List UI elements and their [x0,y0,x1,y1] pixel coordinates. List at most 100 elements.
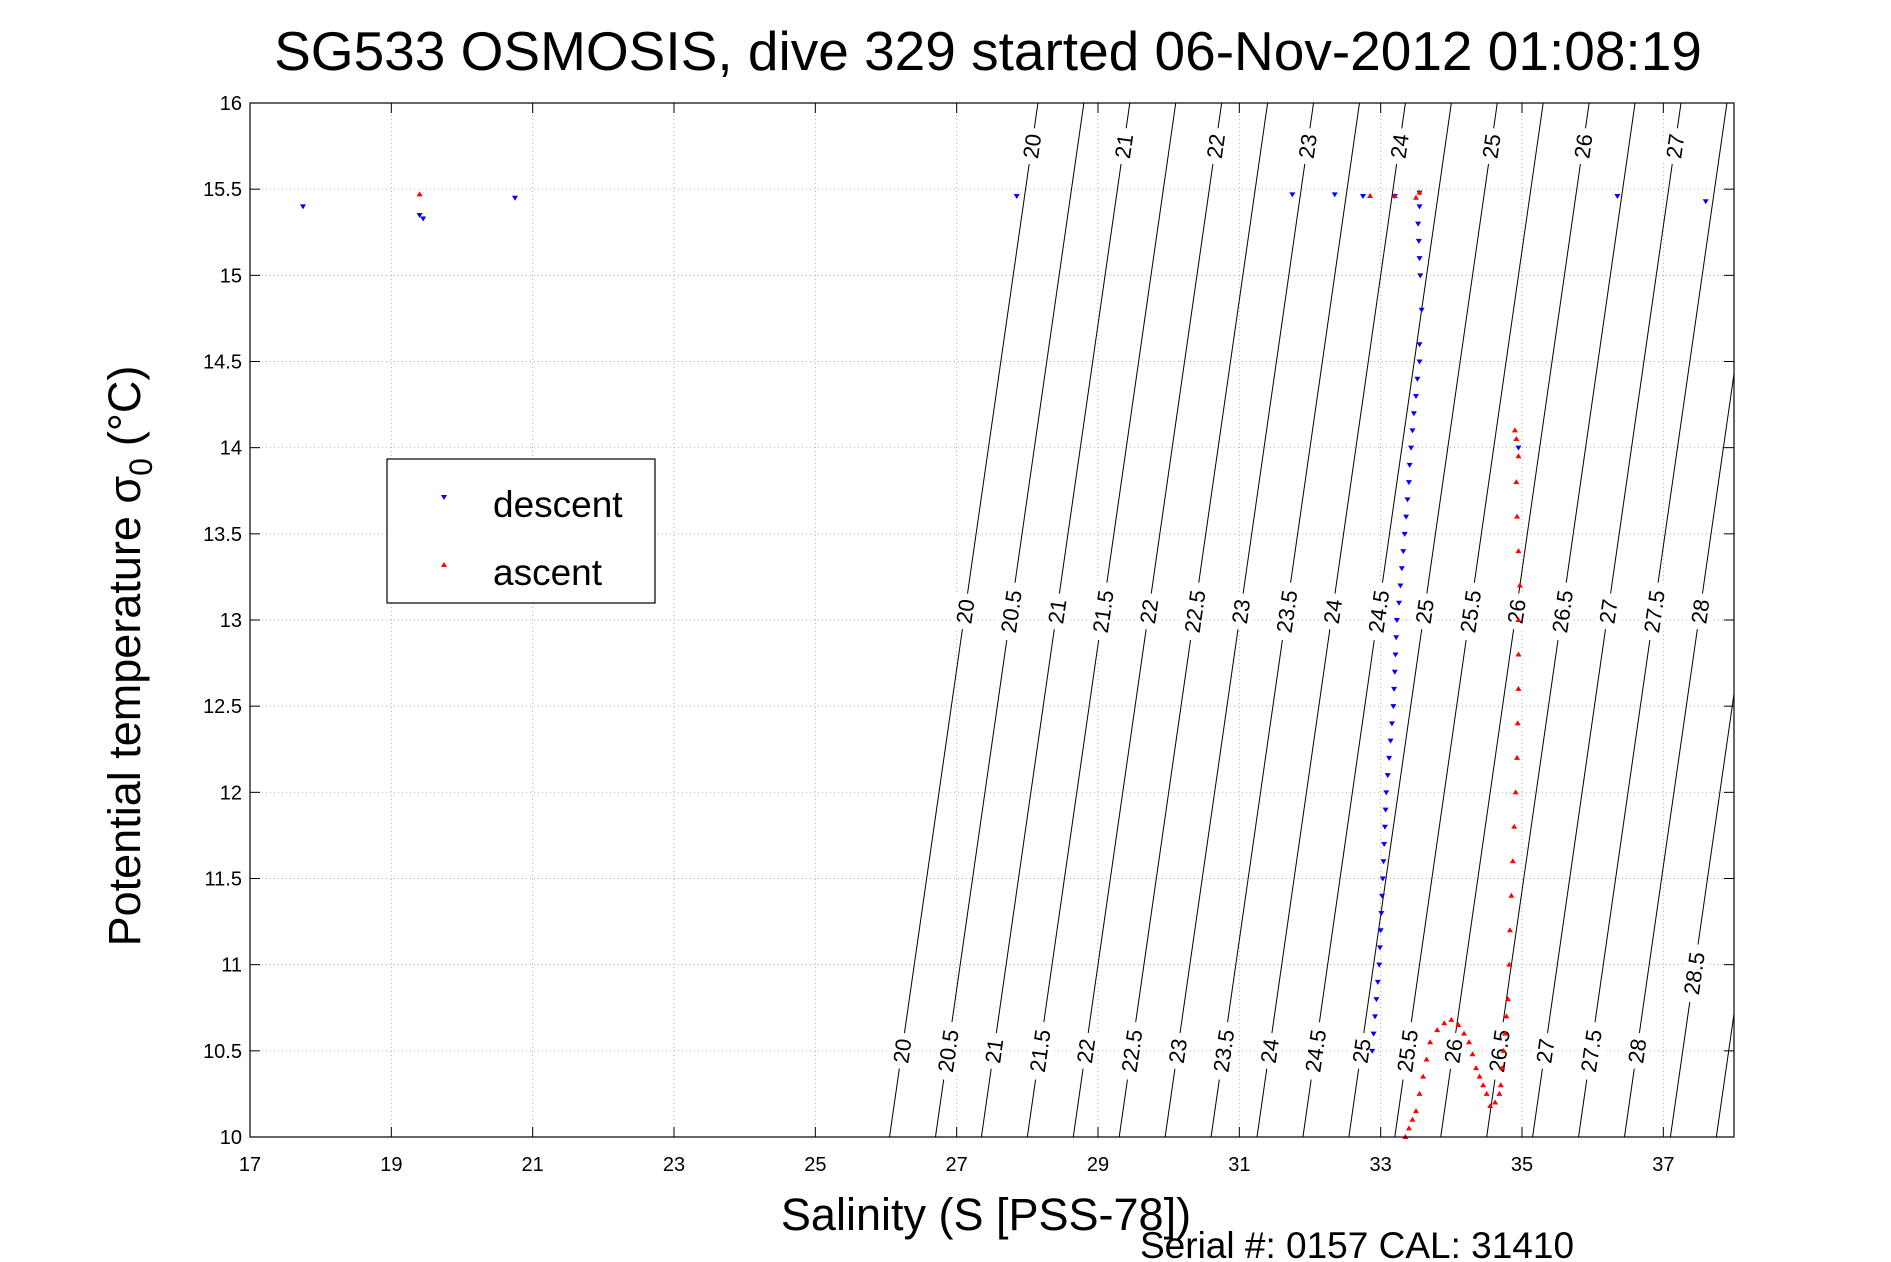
ascent-point [1423,1056,1430,1062]
isopycnal-label-backing [1134,591,1164,631]
ascent-point [1515,453,1522,459]
ascent-point [1515,617,1522,622]
ascent-point [1515,548,1522,554]
isopycnal-label: 23 [1294,132,1322,160]
isopycnal-label: 23 [1164,1037,1192,1065]
isopycnal-label: 24 [1256,1037,1284,1065]
isopycnal-label-backing [1660,126,1690,166]
descent-point [1415,221,1422,227]
isopycnal-label-backing [1362,580,1395,642]
isopycnal-label: 25.5 [1455,588,1486,634]
isopycnal-label: 23.5 [1272,588,1303,634]
isopycnal-label-backing [1270,580,1303,642]
isopycnal-label-backing [950,591,980,631]
x-tick-label: 19 [380,1154,402,1176]
isopycnal-label-backing [1292,126,1322,166]
descent-point [1417,273,1424,279]
ascent-point [1514,720,1521,726]
chart-title: SG533 OSMOSIS, dive 329 started 06-Nov-2… [274,20,1702,82]
ascent-point [1469,1051,1476,1057]
descent-point [1374,979,1381,985]
isopycnal-label: 20.5 [996,588,1027,634]
ascent-point [1483,1090,1490,1096]
descent-point [1386,755,1393,761]
isopycnal-label: 25 [1477,132,1505,160]
y-axis-title: Potential temperature σ0 (°C) [99,366,159,947]
ascent-point [1416,1090,1423,1096]
ascent-point [1461,1030,1468,1036]
ascent-point [1499,1065,1506,1071]
descent-point [1410,411,1417,417]
descent-point [1381,842,1388,848]
descent-point [1376,945,1383,951]
isopycnal-label: 27 [1661,132,1689,160]
descent-point [1372,1014,1379,1020]
ascent-point [1367,193,1374,199]
isopycnal-label: 24 [1386,132,1414,160]
ascent-point [1405,1125,1412,1131]
isopycnal-label: 20 [951,598,979,626]
isopycnal-label: 26.5 [1484,1028,1515,1074]
ascent-point [1515,685,1522,691]
isopycnal-label: 26 [1439,1037,1467,1065]
ascent-point [1513,436,1520,442]
descent-point [1370,1031,1377,1037]
isopycnal-label: 22 [1202,132,1230,160]
isopycnal-label-backing [1637,580,1670,642]
y-axis-title-subscript: 0 [123,458,159,476]
isopycnal-label-backing [1226,591,1256,631]
descent-point [1398,566,1405,572]
descent-point [1414,376,1421,382]
isopycnal-label: 24.5 [1300,1028,1331,1074]
descent-point [1381,824,1388,830]
isopycnal-label-backing [931,1020,964,1082]
ascent-point [1416,189,1423,195]
isopycnal-label: 21 [1043,598,1071,626]
descent-point [1390,704,1397,710]
y-tick-label: 15.5 [203,179,242,201]
descent-point [1418,307,1425,313]
y-tick-label: 11.5 [205,869,242,891]
descent-point [1377,928,1384,934]
isopycnal-label: 22.5 [1180,588,1211,634]
y-tick-label: 13 [220,610,242,632]
descent-point [1515,445,1522,451]
isopycnal-label-backing [979,1031,1009,1071]
legend-ascent-label: ascent [493,552,603,593]
isopycnal-label-backing [1546,580,1579,642]
descent-point [1397,583,1404,589]
isopycnal-label: 28 [1623,1037,1651,1065]
ascent-point [1508,892,1515,898]
isopycnal-label-backing [1178,580,1211,642]
descent-point [1409,428,1416,434]
descent-point [1393,635,1400,641]
legend-ascent-marker [441,562,447,567]
ascent-point [1514,754,1521,760]
ascent-point [1509,858,1516,864]
ascent-point [1511,427,1518,433]
ascent-point [1511,823,1518,829]
isopycnal-label: 26 [1569,132,1597,160]
ascent-point [1492,1099,1499,1105]
ascent-point [1487,1102,1494,1108]
descent-point [1380,859,1387,865]
ascent-point [1434,1027,1441,1033]
x-tick-label: 29 [1087,1154,1109,1176]
isopycnal-label-backing [1568,126,1598,166]
ascent-point [1515,651,1522,657]
legend-descent-label: descent [493,484,623,525]
isopycnal-label-backing [1476,126,1506,166]
descent-point [1373,997,1380,1003]
isopycnal-label: 22 [1135,598,1163,626]
descent-point [1415,238,1422,244]
isopycnal-label: 24.5 [1363,588,1394,634]
ascent-point [1513,479,1520,485]
ascent-point [1502,1030,1509,1036]
descent-point [1376,962,1383,968]
ascent-point [1514,513,1521,519]
y-tick-label: 11 [221,955,242,977]
descent-point [1416,342,1423,348]
x-tick-label: 23 [663,1154,685,1176]
isopycnal-label: 24 [1319,598,1347,626]
descent-point [1393,618,1400,623]
